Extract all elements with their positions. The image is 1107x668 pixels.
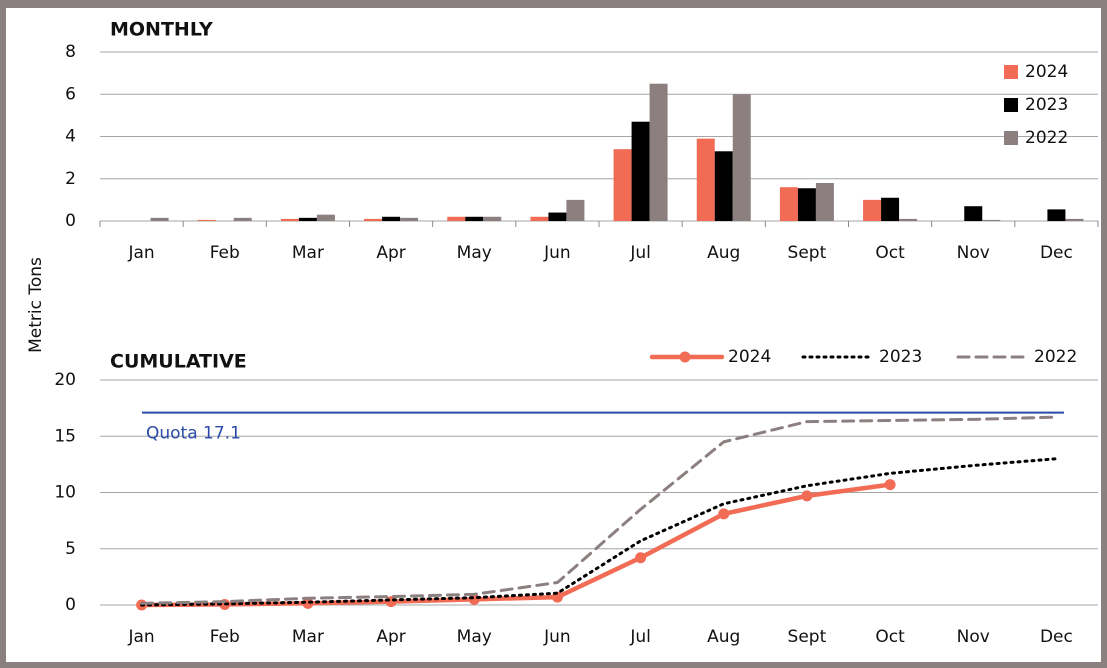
- bar: [566, 199, 585, 221]
- y-tick-label: 8: [65, 42, 76, 62]
- bar: [797, 188, 816, 221]
- y-tick-label: 15: [54, 426, 76, 446]
- bar: [863, 199, 882, 221]
- legend-swatch: [1004, 65, 1018, 79]
- line-dotted: [140, 457, 1058, 607]
- bar: [714, 151, 733, 221]
- chart-title: CUMULATIVE: [110, 351, 247, 373]
- x-tick-label: Jul: [629, 243, 651, 263]
- x-tick-label: Apr: [376, 627, 405, 647]
- chart-title: MONTHLY: [110, 19, 213, 41]
- bar: [530, 216, 549, 221]
- x-tick-label: Jan: [127, 627, 154, 647]
- bar: [696, 138, 715, 221]
- x-tick-label: Jan: [127, 243, 154, 263]
- bar: [982, 219, 1001, 221]
- bar: [631, 121, 650, 221]
- y-tick-label: 0: [65, 211, 76, 231]
- legend-swatch: [1004, 98, 1018, 112]
- x-tick-label: Mar: [292, 627, 324, 647]
- x-tick-label: Oct: [875, 243, 905, 263]
- y-tick-label: 10: [54, 483, 76, 503]
- legend-label: 2024: [1025, 62, 1068, 82]
- bar: [280, 218, 299, 221]
- legend-label: 2023: [879, 347, 922, 367]
- x-tick-label: Dec: [1040, 627, 1073, 647]
- y-tick-label: 4: [65, 127, 76, 147]
- x-tick-label: Aug: [707, 627, 740, 647]
- x-tick-label: Jun: [543, 627, 571, 647]
- bar: [298, 217, 317, 221]
- x-tick-label: Aug: [707, 243, 740, 263]
- y-tick-label: 2: [65, 169, 76, 189]
- bar: [613, 149, 632, 221]
- x-tick-label: Feb: [210, 243, 240, 263]
- bar: [1047, 209, 1066, 221]
- x-tick-label: Nov: [957, 243, 990, 263]
- bar: [1065, 218, 1084, 221]
- bar: [899, 218, 918, 221]
- bar: [649, 83, 668, 221]
- bar: [732, 94, 751, 221]
- bar: [483, 216, 502, 221]
- legend-label: 2023: [1025, 95, 1068, 115]
- bar: [548, 212, 567, 221]
- bar: [197, 219, 216, 221]
- line-dashed: [140, 415, 1058, 605]
- x-tick-label: Oct: [875, 627, 905, 647]
- x-tick-label: Jul: [629, 627, 651, 647]
- legend-swatch: [1004, 131, 1018, 145]
- point: [884, 479, 896, 491]
- quota-label: Quota 17.1: [146, 424, 241, 444]
- bar: [233, 217, 252, 221]
- y-tick-label: 0: [65, 595, 76, 615]
- bar: [364, 218, 383, 221]
- bar: [964, 206, 983, 221]
- bar: [150, 217, 169, 221]
- point: [718, 508, 730, 520]
- legend-label: 2024: [728, 347, 771, 367]
- x-tick-label: Jun: [543, 243, 571, 263]
- x-tick-label: Mar: [292, 243, 324, 263]
- legend-label: 2022: [1025, 128, 1068, 148]
- x-tick-label: May: [457, 243, 492, 263]
- bar: [881, 197, 900, 221]
- y-axis-label: Metric Tons: [26, 257, 46, 353]
- legend-marker: [679, 351, 691, 363]
- x-tick-label: Apr: [376, 243, 405, 263]
- x-tick-label: Sept: [788, 243, 827, 263]
- point: [635, 552, 647, 564]
- x-tick-label: Sept: [788, 627, 827, 647]
- line-solid: [139, 482, 893, 608]
- y-tick-label: 20: [54, 370, 76, 390]
- x-tick-label: Nov: [957, 627, 990, 647]
- bar: [447, 216, 466, 221]
- x-tick-label: Dec: [1040, 243, 1073, 263]
- panel: [6, 8, 1101, 662]
- y-tick-label: 5: [65, 539, 76, 559]
- point: [302, 597, 314, 609]
- y-tick-label: 6: [65, 84, 76, 104]
- bar: [815, 182, 834, 221]
- x-tick-label: May: [457, 627, 492, 647]
- bar: [316, 214, 335, 221]
- legend-label: 2022: [1034, 347, 1077, 367]
- x-tick-label: Feb: [210, 627, 240, 647]
- bar: [382, 216, 401, 221]
- bar: [400, 217, 419, 221]
- bar: [465, 216, 484, 221]
- point: [801, 490, 813, 502]
- bar: [779, 187, 798, 221]
